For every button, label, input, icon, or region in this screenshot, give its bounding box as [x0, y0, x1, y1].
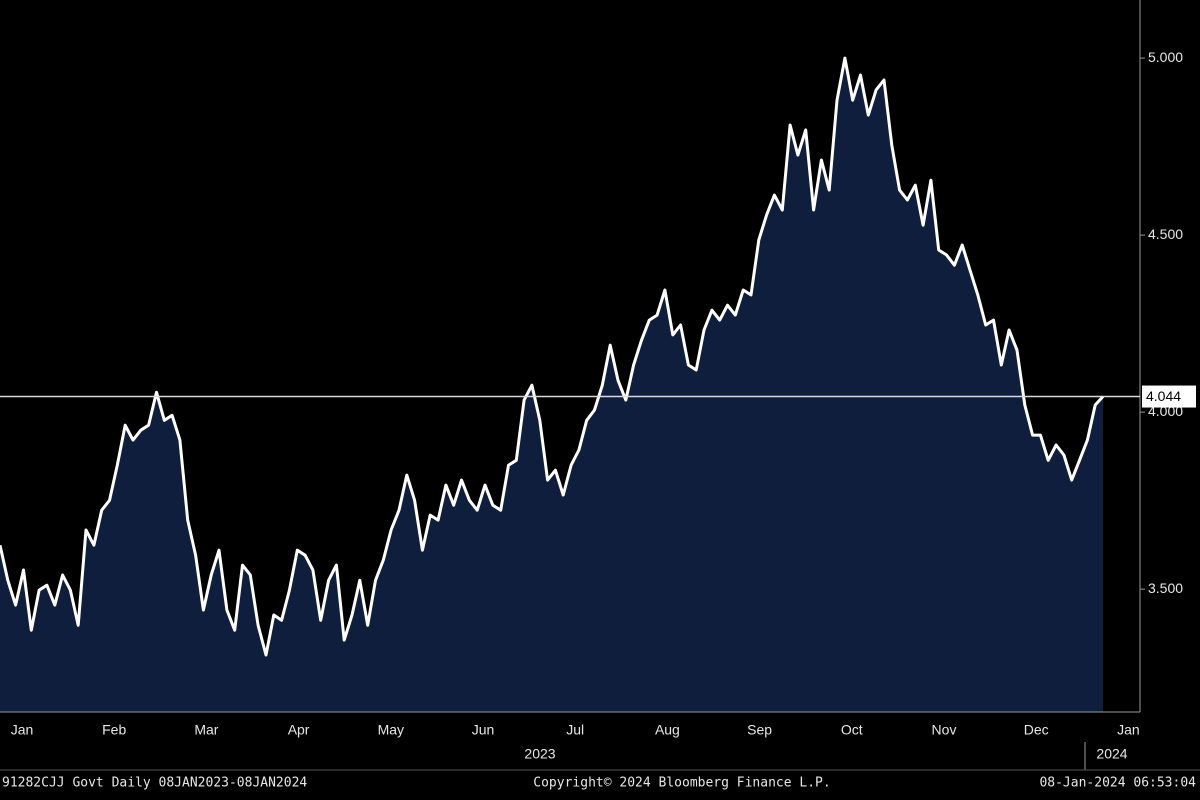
area	[0, 58, 1103, 713]
x-tick-label: Jan	[11, 722, 34, 738]
y-tick-label: 5.000	[1148, 49, 1183, 65]
last-value-box	[1142, 385, 1196, 408]
x-tick-label: May	[378, 722, 404, 738]
footer-security: 91282CJJ Govt Daily 08JAN2023-08JAN2024	[2, 776, 307, 791]
x-tick-label: Apr	[288, 722, 310, 738]
x-tick-label: Oct	[841, 722, 863, 738]
y-tick-label: 4.500	[1148, 226, 1183, 242]
x-tick-label: Jul	[566, 722, 584, 738]
x-tick-label: Feb	[102, 722, 126, 738]
x-tick-label: Jan	[1117, 722, 1140, 738]
x-tick-label: Mar	[194, 722, 218, 738]
year-label: 2024	[1096, 746, 1127, 762]
x-tick-label: Aug	[655, 722, 680, 738]
x-tick-label: Sep	[747, 722, 772, 738]
x-tick-label: Nov	[932, 722, 957, 738]
x-tick-label: Jun	[472, 722, 495, 738]
footer-copyright: Copyright© 2024 Bloomberg Finance L.P.	[533, 776, 830, 791]
last-value-label: 4.044	[1146, 388, 1181, 404]
footer-timestamp: 08-Jan-2024 06:53:04	[1039, 776, 1196, 791]
x-tick-label: Dec	[1024, 722, 1049, 738]
y-tick-label: 3.500	[1148, 580, 1183, 596]
line	[0, 56, 1105, 657]
year-label: 2023	[524, 746, 555, 762]
